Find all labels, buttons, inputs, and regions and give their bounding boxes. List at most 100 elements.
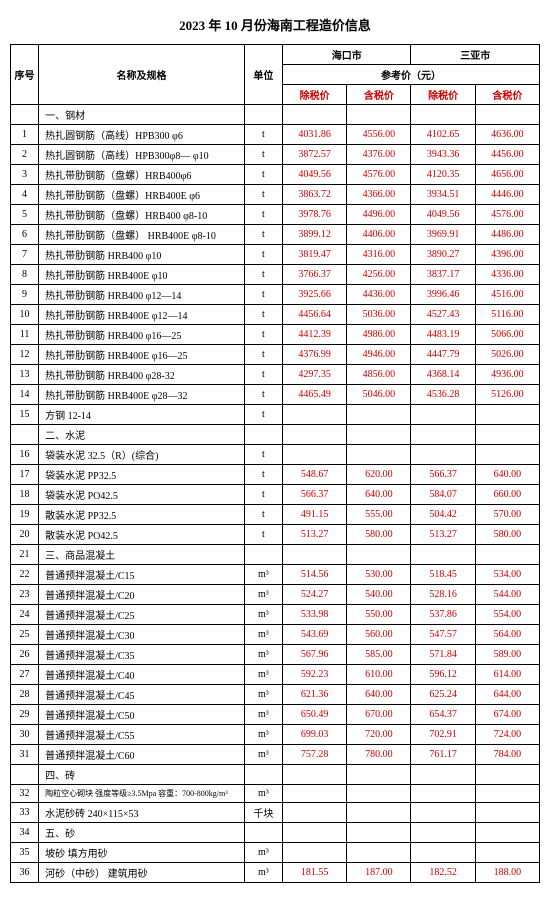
table-row: 4热扎带肋钢筋（盘螺）HRB400E φ6t3863.724366.003934… — [11, 185, 540, 205]
cell-price — [347, 803, 411, 823]
cell-price: 564.00 — [475, 625, 539, 645]
cell-price: 513.27 — [283, 525, 347, 545]
cell-seq: 14 — [11, 385, 39, 405]
cell-price: 625.24 — [411, 685, 475, 705]
cell-price: 4456.64 — [283, 305, 347, 325]
cell-price: 524.27 — [283, 585, 347, 605]
table-row: 25普通预拌混凝土/C30m³543.69560.00547.57564.00 — [11, 625, 540, 645]
cell-price — [411, 425, 475, 445]
cell-unit: t — [244, 305, 282, 325]
cell-unit: m³ — [244, 725, 282, 745]
cell-unit: t — [244, 185, 282, 205]
cell-price: 4049.56 — [283, 165, 347, 185]
cell-price: 650.49 — [283, 705, 347, 725]
cell-price — [475, 765, 539, 785]
cell-unit: m³ — [244, 665, 282, 685]
cell-price: 3969.91 — [411, 225, 475, 245]
table-row: 23普通预拌混凝土/C20m³524.27540.00528.16544.00 — [11, 585, 540, 605]
cell-name: 热扎带肋钢筋 HRB400 φ16—25 — [39, 325, 245, 345]
cell-price: 4986.00 — [347, 325, 411, 345]
table-row: 24普通预拌混凝土/C25m³533.98550.00537.86554.00 — [11, 605, 540, 625]
cell-price: 544.00 — [475, 585, 539, 605]
cell-price: 567.96 — [283, 645, 347, 665]
table-row: 29普通预拌混凝土/C50m³650.49670.00654.37674.00 — [11, 705, 540, 725]
cell-seq: 8 — [11, 265, 39, 285]
header-unit: 单位 — [244, 45, 282, 105]
cell-unit: m³ — [244, 625, 282, 645]
cell-seq: 1 — [11, 125, 39, 145]
cell-price: 566.37 — [411, 465, 475, 485]
cell-seq — [11, 765, 39, 785]
cell-price: 640.00 — [347, 685, 411, 705]
cell-unit — [244, 105, 282, 125]
cell-price: 640.00 — [347, 485, 411, 505]
cell-price: 4396.00 — [475, 245, 539, 265]
cell-seq: 15 — [11, 405, 39, 425]
cell-price: 580.00 — [347, 525, 411, 545]
cell-price: 4368.14 — [411, 365, 475, 385]
cell-price: 674.00 — [475, 705, 539, 725]
cell-name: 水泥砂砖 240×115×53 — [39, 803, 245, 823]
cell-price: 4366.00 — [347, 185, 411, 205]
cell-price: 555.00 — [347, 505, 411, 525]
cell-price: 3863.72 — [283, 185, 347, 205]
cell-seq: 3 — [11, 165, 39, 185]
cell-price — [283, 823, 347, 843]
table-row: 6热扎带肋钢筋（盘螺） HRB400E φ8-10t3899.124406.00… — [11, 225, 540, 245]
cell-seq: 10 — [11, 305, 39, 325]
cell-price — [347, 765, 411, 785]
cell-price: 5116.00 — [475, 305, 539, 325]
cell-price: 571.84 — [411, 645, 475, 665]
cell-price: 4576.00 — [475, 205, 539, 225]
cell-unit: t — [244, 485, 282, 505]
cell-unit: t — [244, 445, 282, 465]
cell-price: 530.00 — [347, 565, 411, 585]
cell-seq: 13 — [11, 365, 39, 385]
cell-price: 596.12 — [411, 665, 475, 685]
table-row: 11热扎带肋钢筋 HRB400 φ16—25t4412.394986.00448… — [11, 325, 540, 345]
cell-name: 热扎带肋钢筋 HRB400 φ12—14 — [39, 285, 245, 305]
cell-price: 4946.00 — [347, 345, 411, 365]
cell-name: 普通预拌混凝土/C40 — [39, 665, 245, 685]
cell-price: 780.00 — [347, 745, 411, 765]
table-row: 30普通预拌混凝土/C55m³699.03720.00702.91724.00 — [11, 725, 540, 745]
cell-seq — [11, 425, 39, 445]
cell-name: 热扎带肋钢筋（盘螺）HRB400E φ6 — [39, 185, 245, 205]
cell-price: 784.00 — [475, 745, 539, 765]
cell-price: 702.91 — [411, 725, 475, 745]
table-row: 1热扎圆钢筋（高线）HPB300 φ6t4031.864556.004102.6… — [11, 125, 540, 145]
cell-unit — [244, 823, 282, 843]
cell-price: 584.07 — [411, 485, 475, 505]
cell-seq: 21 — [11, 545, 39, 565]
cell-unit: m³ — [244, 863, 282, 883]
cell-unit: t — [244, 285, 282, 305]
cell-seq: 31 — [11, 745, 39, 765]
cell-price: 543.69 — [283, 625, 347, 645]
cell-price: 4465.49 — [283, 385, 347, 405]
cell-price — [411, 803, 475, 823]
cell-name: 热扎圆钢筋（高线）HPB300 φ6 — [39, 125, 245, 145]
header-city1: 海口市 — [283, 45, 411, 65]
cell-unit — [244, 545, 282, 565]
cell-price: 566.37 — [283, 485, 347, 505]
table-row: 15方钢 12-14t — [11, 405, 540, 425]
cell-price: 3943.36 — [411, 145, 475, 165]
cell-name: 普通预拌混凝土/C20 — [39, 585, 245, 605]
cell-price: 589.00 — [475, 645, 539, 665]
cell-price: 4120.35 — [411, 165, 475, 185]
cell-price — [475, 823, 539, 843]
cell-price: 4436.00 — [347, 285, 411, 305]
cell-price: 5066.00 — [475, 325, 539, 345]
table-row: 18袋装水泥 PO42.5t566.37640.00584.07660.00 — [11, 485, 540, 505]
cell-price: 585.00 — [347, 645, 411, 665]
cell-name: 三、商品混凝土 — [39, 545, 245, 565]
table-row: 10热扎带肋钢筋 HRB400E φ12—14t4456.645036.0045… — [11, 305, 540, 325]
cell-unit: t — [244, 325, 282, 345]
cell-price — [283, 843, 347, 863]
cell-price: 670.00 — [347, 705, 411, 725]
table-row: 27普通预拌混凝土/C40m³592.23610.00596.12614.00 — [11, 665, 540, 685]
cell-price — [475, 803, 539, 823]
cell-seq: 12 — [11, 345, 39, 365]
cell-seq: 36 — [11, 863, 39, 883]
table-row: 32陶粒空心砌块 强度等级≥3.5Mpa 容重：700-800kg/m³m³ — [11, 785, 540, 803]
